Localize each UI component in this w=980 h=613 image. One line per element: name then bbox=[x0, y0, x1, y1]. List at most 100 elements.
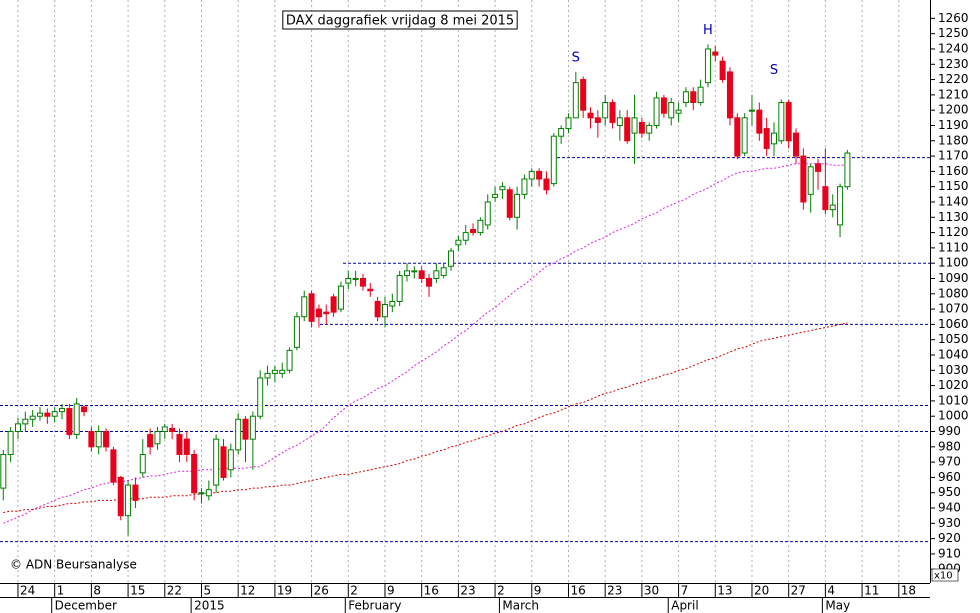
y-tick-label: 990 bbox=[938, 424, 961, 438]
x-tick-label: 15 bbox=[130, 584, 145, 598]
candle-body bbox=[323, 311, 330, 315]
candle-body bbox=[59, 408, 66, 413]
y-tick-label: 910 bbox=[938, 546, 961, 560]
candle-body bbox=[359, 277, 366, 287]
candle-body bbox=[183, 438, 190, 455]
candle-body bbox=[785, 102, 792, 142]
x-tick-label: 22 bbox=[167, 584, 182, 598]
candle-body bbox=[264, 372, 271, 379]
x-tick-label: 20 bbox=[754, 584, 769, 598]
candle-body bbox=[594, 117, 601, 123]
candle-body bbox=[66, 408, 73, 436]
candle-body bbox=[748, 109, 755, 112]
x-tick-label: 2 bbox=[350, 584, 358, 598]
y-tick-label: 1000 bbox=[938, 409, 969, 423]
candle-body bbox=[125, 484, 132, 517]
candle-body bbox=[418, 270, 425, 279]
y-tick-label: 1050 bbox=[938, 332, 969, 346]
candle-body bbox=[550, 135, 557, 185]
candle-body bbox=[558, 128, 565, 137]
y-tick-label: 1180 bbox=[938, 133, 969, 147]
candle-body bbox=[690, 91, 697, 104]
y-tick-label: 1250 bbox=[938, 26, 969, 40]
y-tick-label: 1090 bbox=[938, 271, 969, 285]
y-tick-label: 970 bbox=[938, 455, 961, 469]
pattern-label: S bbox=[572, 51, 580, 66]
candle-body bbox=[675, 109, 682, 114]
candle-body bbox=[484, 201, 491, 226]
y-tick-label: 940 bbox=[938, 501, 961, 515]
candle-body bbox=[580, 79, 587, 111]
candle-body bbox=[169, 427, 176, 433]
candle-body bbox=[734, 117, 741, 157]
candle-body bbox=[117, 476, 124, 517]
candle-body bbox=[271, 369, 278, 374]
candle-body bbox=[191, 453, 198, 494]
y-tick-label: 1160 bbox=[938, 164, 969, 178]
candle-body bbox=[829, 204, 836, 211]
candle-body bbox=[0, 453, 7, 489]
y-tick-label: 1070 bbox=[938, 302, 969, 316]
candle-body bbox=[668, 102, 675, 119]
y-tick-label: 930 bbox=[938, 516, 961, 530]
candle-body bbox=[815, 163, 822, 172]
y-tick-label: 1130 bbox=[938, 210, 969, 224]
candle-body bbox=[301, 296, 308, 318]
candle-body bbox=[29, 415, 36, 420]
pattern-label: S bbox=[770, 63, 778, 78]
x-tick-label: 16 bbox=[570, 584, 585, 598]
candle-body bbox=[147, 434, 154, 448]
candle-body bbox=[249, 415, 256, 440]
candle-body bbox=[778, 102, 785, 142]
month-label: 2015 bbox=[194, 599, 225, 613]
candle-body bbox=[51, 411, 58, 417]
candle-body bbox=[565, 117, 572, 130]
candle-body bbox=[381, 304, 388, 318]
candle-body bbox=[800, 155, 807, 203]
y-tick-label: 1100 bbox=[938, 256, 969, 270]
x-tick-label: 19 bbox=[277, 584, 292, 598]
candle-layer bbox=[0, 44, 851, 536]
candle-body bbox=[492, 193, 499, 198]
candle-body bbox=[844, 152, 851, 188]
x-tick-label: 23 bbox=[607, 584, 622, 598]
candle-body bbox=[587, 112, 594, 119]
candle-body bbox=[433, 270, 440, 279]
candle-body bbox=[81, 406, 88, 413]
candle-body bbox=[506, 189, 513, 218]
x-tick-label: 16 bbox=[424, 584, 439, 598]
x-tick-label: 30 bbox=[644, 584, 659, 598]
candle-body bbox=[110, 449, 117, 483]
y-tick-label: 1010 bbox=[938, 393, 969, 407]
candle-body bbox=[793, 132, 800, 157]
candle-body bbox=[235, 418, 242, 451]
candle-body bbox=[660, 97, 667, 114]
candle-body bbox=[440, 267, 447, 276]
y-tick-label: 1120 bbox=[938, 225, 969, 239]
y-tick-label: 1020 bbox=[938, 378, 969, 392]
y-tick-label: 950 bbox=[938, 485, 961, 499]
x-tick-label: 18 bbox=[901, 584, 916, 598]
y-tick-label: 1140 bbox=[938, 194, 969, 208]
candle-body bbox=[73, 403, 80, 436]
unit-box bbox=[931, 568, 959, 582]
candle-body bbox=[726, 71, 733, 119]
candle-body bbox=[308, 293, 315, 322]
y-tick-label: 1030 bbox=[938, 363, 969, 377]
candle-body bbox=[404, 270, 410, 276]
y-tick-label: 1110 bbox=[938, 240, 969, 254]
candle-body bbox=[286, 349, 293, 371]
candle-body bbox=[477, 219, 484, 234]
x-tick-label: 9 bbox=[534, 584, 542, 598]
candle-body bbox=[220, 446, 227, 478]
x-tick-label: 7 bbox=[681, 584, 689, 598]
candle-body bbox=[411, 270, 418, 273]
candle-body bbox=[807, 166, 814, 195]
y-tick-label: 1200 bbox=[938, 103, 969, 117]
y-tick-label: 1040 bbox=[938, 348, 969, 362]
candle-body bbox=[616, 117, 623, 126]
y-tick-label: 1190 bbox=[938, 118, 969, 132]
